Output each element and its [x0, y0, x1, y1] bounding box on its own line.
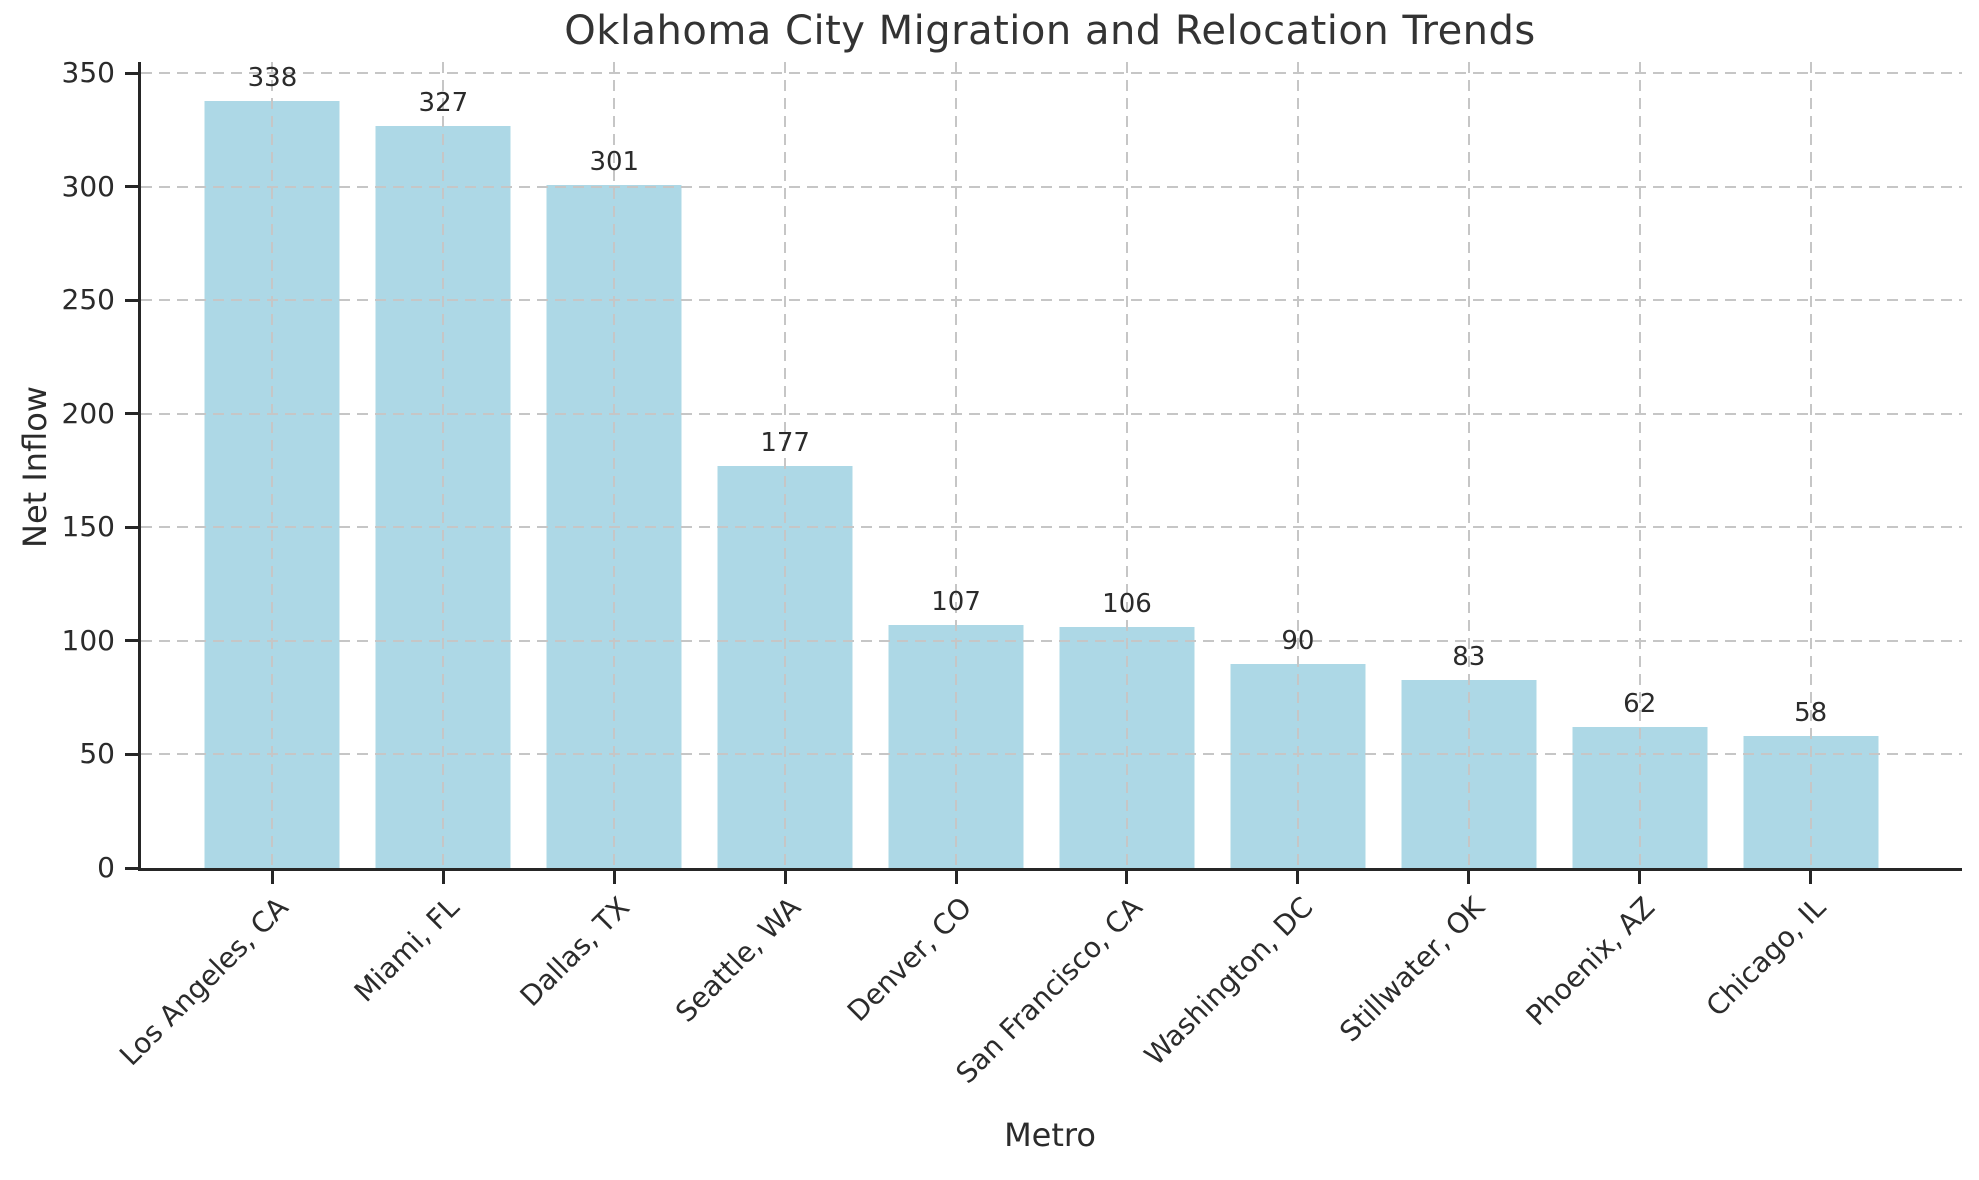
bar-value-label: 83: [1452, 641, 1486, 672]
x-tick-label-anchor: Phoenix, AZ: [1472, 891, 1662, 1033]
gridline-horizontal: [141, 412, 1962, 415]
category-slot: 327 Miami, FL: [347, 62, 529, 1008]
x-tick-label: Stillwater, OK: [1332, 890, 1491, 1049]
x-tick-label-anchor: Stillwater, OK: [1279, 891, 1491, 1049]
x-tick-mark: [1467, 871, 1471, 884]
gridline-horizontal: [141, 299, 1962, 302]
gridline-vertical: [1296, 62, 1299, 868]
x-tick-mark: [612, 871, 616, 884]
y-tick-label: 150: [61, 510, 115, 544]
gridline-vertical: [1125, 62, 1128, 868]
y-tick-label: 50: [79, 737, 115, 771]
x-tick-label-anchor: Miami, FL: [310, 891, 465, 1009]
bar-value-label: 107: [931, 587, 981, 618]
chart-title: Oklahoma City Migration and Relocation T…: [564, 8, 1536, 54]
x-tick-label: Los Angeles, CA: [112, 890, 295, 1073]
x-tick-label: Dallas, TX: [513, 890, 637, 1013]
plot-area: 338 Los Angeles, CA 327 Miami, FL 301 Dallas,…: [62, 59, 1962, 1090]
x-tick-mark: [1809, 871, 1813, 884]
category-slot: 90 Washington, DC: [1138, 62, 1383, 1072]
gridline-vertical: [442, 62, 445, 868]
category-slot: 62 Phoenix, AZ: [1520, 62, 1725, 1032]
category-slot: 177 Seattle, WA: [669, 62, 871, 1029]
y-tick-mark: [125, 412, 138, 416]
gridline-vertical: [1638, 62, 1641, 868]
gridline-horizontal: [141, 185, 1962, 188]
y-tick-mark: [125, 298, 138, 302]
category-slot: 58 Chicago, IL: [1700, 62, 1896, 1023]
bar-value-label: 327: [418, 87, 469, 118]
gridline-vertical: [1809, 62, 1812, 868]
x-tick-label-anchor: Dallas, TX: [474, 891, 636, 1013]
x-tick-mark: [1296, 871, 1300, 884]
gridline-vertical: [271, 62, 274, 868]
x-tick-label-anchor: Washington, DC: [1074, 891, 1319, 1072]
gridline-vertical: [955, 62, 958, 868]
gridline-vertical: [784, 62, 787, 868]
x-tick-mark: [1125, 871, 1129, 884]
y-tick-mark: [125, 525, 138, 529]
y-tick-label: 250: [61, 283, 115, 317]
x-tick-label: Phoenix, AZ: [1520, 890, 1662, 1033]
y-tick-label: 200: [61, 396, 115, 430]
gridline-vertical: [1467, 62, 1470, 868]
y-tick-mark: [125, 639, 138, 643]
x-tick-label-anchor: Seattle, WA: [623, 891, 807, 1029]
x-tick-label-anchor: Chicago, IL: [1656, 891, 1832, 1023]
x-axis-label: Metro: [1004, 1116, 1096, 1154]
x-tick-label: Chicago, IL: [1700, 890, 1833, 1023]
category-slot: 107 Denver, CO: [841, 62, 1042, 1028]
category-slot: 83 Stillwater, OK: [1333, 62, 1554, 1048]
category-slot: 338 Los Angeles, CA: [113, 62, 358, 1072]
bar-value-label: 90: [1281, 625, 1315, 656]
bar-value-label: 177: [760, 428, 810, 459]
bar-value-label: 58: [1794, 698, 1828, 729]
gridline-horizontal: [141, 639, 1962, 642]
bar-value-label: 62: [1623, 689, 1657, 720]
x-tick-mark: [1638, 871, 1642, 884]
category-slot: 106 San Francisco, CA: [950, 62, 1213, 1090]
slots: 338 Los Angeles, CA 327 Miami, FL 301 Dallas,…: [113, 62, 1962, 1090]
y-tick-mark: [125, 185, 138, 189]
y-tick-mark: [125, 752, 138, 756]
gridline-horizontal: [141, 753, 1962, 756]
y-axis-label-box: Net Inflow: [12, 62, 58, 871]
x-tick-mark: [270, 871, 274, 884]
y-tick-label: 300: [61, 169, 115, 203]
x-tick-mark: [783, 871, 787, 884]
category-slot: 301 Dallas, TX: [514, 62, 700, 1013]
x-tick-mark: [441, 871, 445, 884]
y-tick-label: 0: [97, 851, 115, 884]
x-tick-mark: [954, 871, 958, 884]
x-tick-label-anchor: Los Angeles, CA: [49, 891, 295, 1073]
bar-value-label: 301: [589, 146, 640, 177]
gridline-horizontal: [141, 72, 1962, 75]
bar-value-label: 338: [247, 62, 298, 93]
x-tick-label: Miami, FL: [347, 890, 466, 1009]
gridline-horizontal: [141, 526, 1962, 529]
y-axis-label: Net Inflow: [16, 385, 54, 548]
y-tick-label: 350: [61, 56, 115, 90]
gridline-vertical: [613, 62, 616, 868]
x-tick-label: Seattle, WA: [669, 890, 808, 1029]
y-tick-mark: [125, 71, 138, 75]
y-tick-label: 100: [61, 623, 115, 657]
bar-value-label: 106: [1102, 589, 1152, 620]
y-tick-mark: [125, 866, 138, 870]
